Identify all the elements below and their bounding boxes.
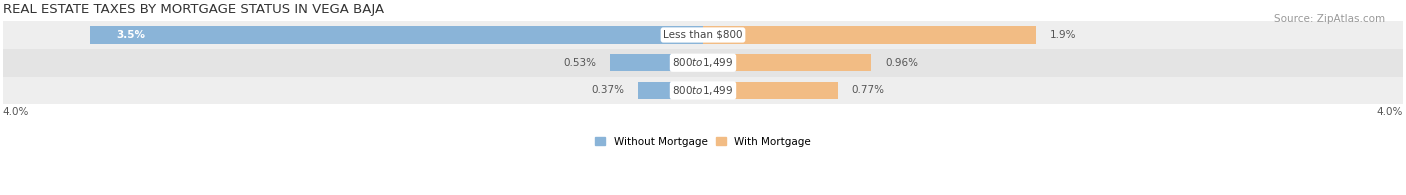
Bar <box>638 82 703 99</box>
Text: 0.77%: 0.77% <box>852 85 884 96</box>
Text: 4.0%: 4.0% <box>3 106 30 117</box>
Bar <box>3 49 1403 77</box>
Text: 1.9%: 1.9% <box>1050 30 1076 40</box>
Bar <box>90 26 703 43</box>
Bar <box>703 26 1036 43</box>
Bar <box>3 21 1403 49</box>
Text: 4.0%: 4.0% <box>1376 106 1403 117</box>
Text: REAL ESTATE TAXES BY MORTGAGE STATUS IN VEGA BAJA: REAL ESTATE TAXES BY MORTGAGE STATUS IN … <box>3 3 384 16</box>
Text: $800 to $1,499: $800 to $1,499 <box>672 56 734 69</box>
Bar <box>610 54 703 71</box>
Bar <box>3 77 1403 104</box>
Bar <box>703 82 838 99</box>
Text: 0.37%: 0.37% <box>592 85 624 96</box>
Legend: Without Mortgage, With Mortgage: Without Mortgage, With Mortgage <box>591 132 815 151</box>
Text: 0.53%: 0.53% <box>564 58 596 68</box>
Text: Less than $800: Less than $800 <box>664 30 742 40</box>
Text: Source: ZipAtlas.com: Source: ZipAtlas.com <box>1274 14 1385 24</box>
Text: $800 to $1,499: $800 to $1,499 <box>672 84 734 97</box>
Text: 0.96%: 0.96% <box>884 58 918 68</box>
Text: 3.5%: 3.5% <box>117 30 146 40</box>
Bar <box>703 54 872 71</box>
